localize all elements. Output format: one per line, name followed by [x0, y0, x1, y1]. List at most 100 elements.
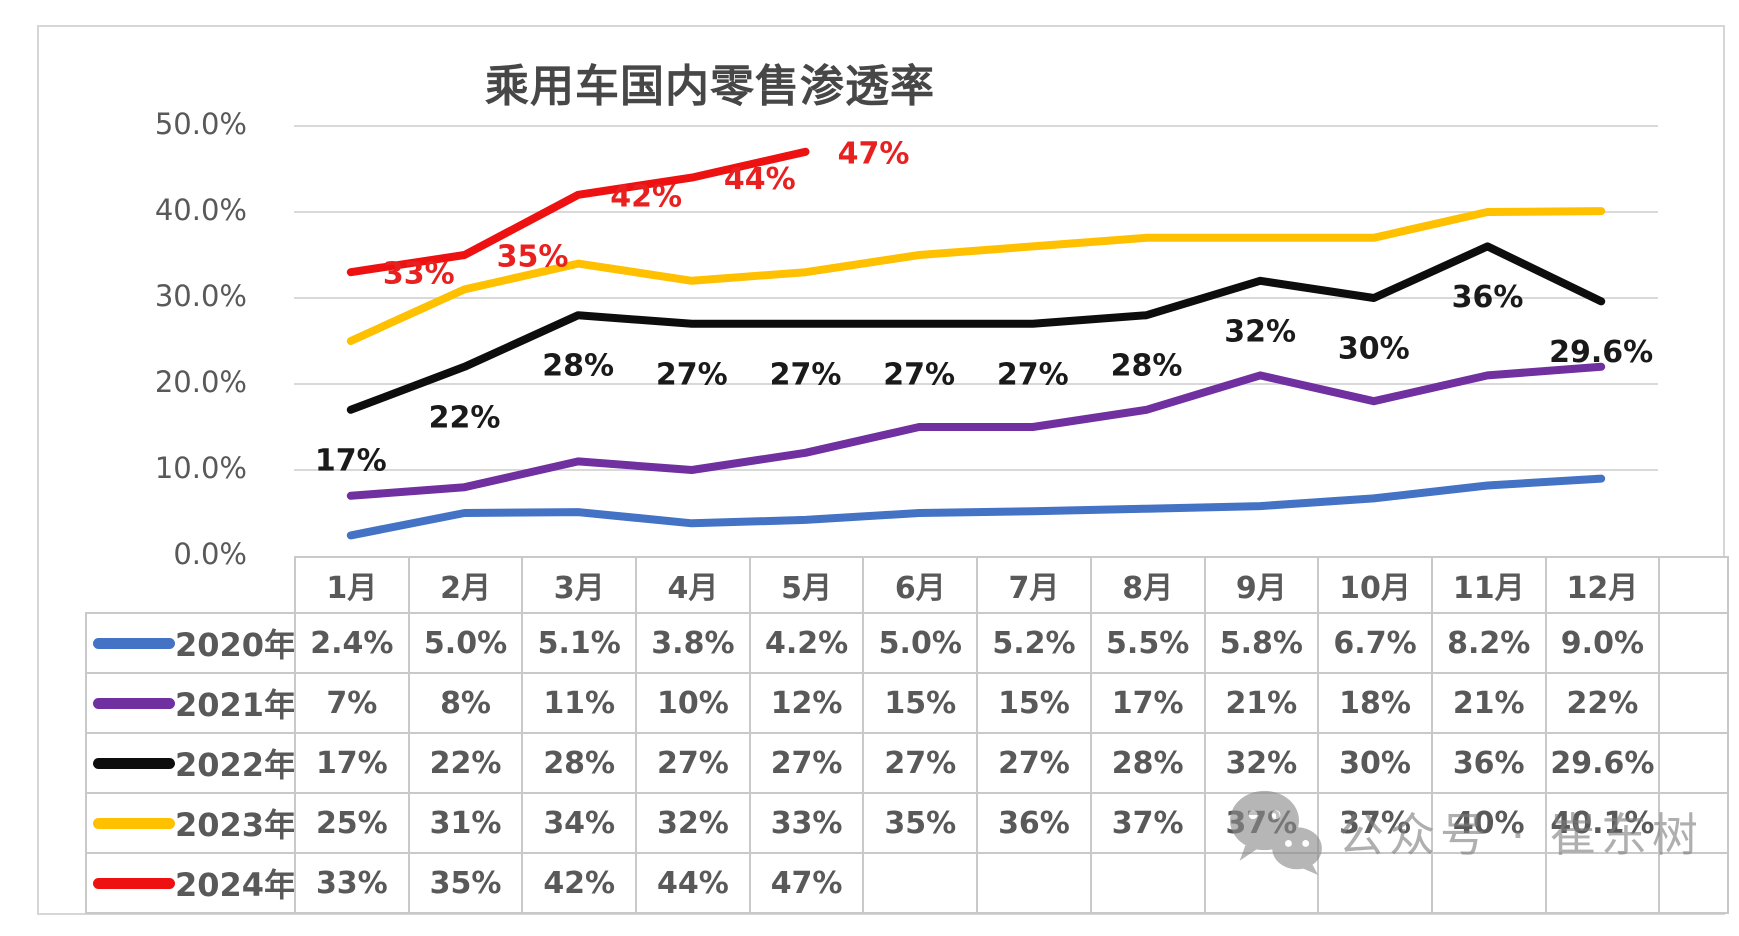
- value-cell: 5.2%: [976, 612, 1092, 674]
- value-cell: 5.5%: [1089, 612, 1206, 674]
- value-cell: 3.8%: [635, 612, 751, 674]
- value-cell: 5.0%: [407, 612, 524, 674]
- chart-title: 乘用车国内零售渗透率: [485, 61, 935, 112]
- value-cell: 33%: [294, 852, 410, 914]
- month-header: 3月: [521, 556, 638, 614]
- y-axis-tick-label: 20.0%: [155, 365, 247, 399]
- value-cell: 34%: [521, 792, 638, 854]
- value-cell: [1203, 852, 1320, 914]
- table-corner-cell: [86, 557, 295, 613]
- data-label-2022年: 28%: [1111, 349, 1183, 384]
- value-cell: 4.2%: [748, 612, 865, 674]
- value-cell: 7%: [294, 672, 410, 734]
- data-label-2022年: 30%: [1338, 332, 1410, 367]
- value-cell: [1089, 852, 1206, 914]
- data-label-2022年: 27%: [997, 357, 1069, 392]
- value-cell: 28%: [521, 732, 638, 794]
- legend-line-swatch: [93, 817, 175, 829]
- table-row-2020年: 2020年 2.4% 5.0% 5.1% 3.8% 4.2% 5.0% 5.2% 5.5% 5.8…: [85, 612, 1730, 674]
- value-cell: 40%: [1430, 792, 1547, 854]
- value-cell: 36%: [1430, 732, 1547, 794]
- legend-line-swatch: [93, 757, 175, 769]
- data-label-2022年: 17%: [315, 443, 387, 478]
- table-row-2021年: 2021年 7% 8% 11% 10% 12% 15% 15% 17% 21% 18% 21% 22%: [85, 672, 1730, 734]
- value-cell: 30%: [1317, 732, 1433, 794]
- value-cell: 2.4%: [294, 612, 410, 674]
- value-cell: [1544, 852, 1661, 914]
- table-extra-cell: [1658, 612, 1730, 674]
- y-axis-tick-label: 50.0%: [155, 107, 247, 141]
- value-cell: 27%: [635, 732, 751, 794]
- value-cell: 27%: [976, 732, 1092, 794]
- legend-cell: 2021年: [85, 672, 296, 734]
- data-label-2022年: 36%: [1452, 280, 1524, 315]
- value-cell: 22%: [1544, 672, 1661, 734]
- value-cell: 15%: [976, 672, 1092, 734]
- month-header: 7月: [976, 556, 1092, 614]
- legend-year-label: 2022年: [175, 746, 295, 784]
- value-cell: 15%: [862, 672, 979, 734]
- legend-cell: 2022年: [85, 732, 296, 794]
- data-label-2024年: 44%: [724, 162, 796, 197]
- table-row-2024年: 2024年 33% 35% 42% 44% 47%: [85, 852, 1730, 914]
- series-line-2024年: [346, 147, 810, 277]
- value-cell: 8%: [407, 672, 524, 734]
- data-label-2024年: 33%: [383, 257, 455, 292]
- y-axis-tick-label: 10.0%: [155, 451, 247, 485]
- legend-cell: 2020年: [85, 612, 296, 674]
- data-label-2022年: 27%: [883, 357, 955, 392]
- value-cell: 29.6%: [1544, 732, 1661, 794]
- data-label-2022年: 27%: [656, 357, 728, 392]
- value-cell: 22%: [407, 732, 524, 794]
- value-cell: 37%: [1089, 792, 1206, 854]
- value-cell: [1317, 852, 1433, 914]
- legend-cell: 2023年: [85, 792, 296, 854]
- value-cell: 25%: [294, 792, 410, 854]
- value-cell: 27%: [862, 732, 979, 794]
- value-cell: 40.1%: [1544, 792, 1661, 854]
- table-extra-cell: [1658, 852, 1730, 914]
- data-label-2022年: 29.6%: [1549, 335, 1653, 370]
- month-header: 9月: [1203, 556, 1320, 614]
- value-cell: 5.8%: [1203, 612, 1320, 674]
- value-cell: 11%: [521, 672, 638, 734]
- value-cell: 12%: [748, 672, 865, 734]
- data-label-2024年: 47%: [838, 136, 910, 171]
- value-cell: 5.1%: [521, 612, 638, 674]
- value-cell: 17%: [1089, 672, 1206, 734]
- value-cell: 10%: [635, 672, 751, 734]
- legend-year-label: 2020年: [175, 626, 295, 664]
- value-cell: 35%: [407, 852, 524, 914]
- value-cell: 27%: [748, 732, 865, 794]
- value-cell: 32%: [1203, 732, 1320, 794]
- value-cell: [1430, 852, 1547, 914]
- table-extra-cell: [1658, 672, 1730, 734]
- value-cell: 21%: [1203, 672, 1320, 734]
- table-extra-cell: [1658, 556, 1730, 614]
- table-row-2023年: 2023年 25% 31% 34% 32% 33% 35% 36% 37% 37% 37% 40% 40…: [85, 792, 1730, 854]
- month-header: 12月: [1544, 556, 1661, 614]
- value-cell: 35%: [862, 792, 979, 854]
- month-header: 2月: [407, 556, 524, 614]
- value-cell: 36%: [976, 792, 1092, 854]
- value-cell: 47%: [748, 852, 865, 914]
- value-cell: 28%: [1089, 732, 1206, 794]
- value-cell: 42%: [521, 852, 638, 914]
- legend-cell: 2024年: [85, 852, 296, 914]
- table-row-2022年: 2022年 17% 22% 28% 27% 27% 27% 27% 28% 32% 30% 36% 29…: [85, 732, 1730, 794]
- value-cell: 8.2%: [1430, 612, 1547, 674]
- month-header: 6月: [862, 556, 979, 614]
- series-line-2022年: [346, 242, 1606, 414]
- value-cell: [976, 852, 1092, 914]
- value-cell: 9.0%: [1544, 612, 1661, 674]
- month-header: 8月: [1089, 556, 1206, 614]
- data-label-2022年: 28%: [542, 349, 614, 384]
- table-extra-cell: [1658, 732, 1730, 794]
- value-cell: 18%: [1317, 672, 1433, 734]
- value-cell: 32%: [635, 792, 751, 854]
- month-header: 10月: [1317, 556, 1433, 614]
- legend-line-swatch: [93, 877, 175, 889]
- y-axis-tick-label: 0.0%: [173, 537, 247, 571]
- data-label-2024年: 35%: [497, 240, 569, 275]
